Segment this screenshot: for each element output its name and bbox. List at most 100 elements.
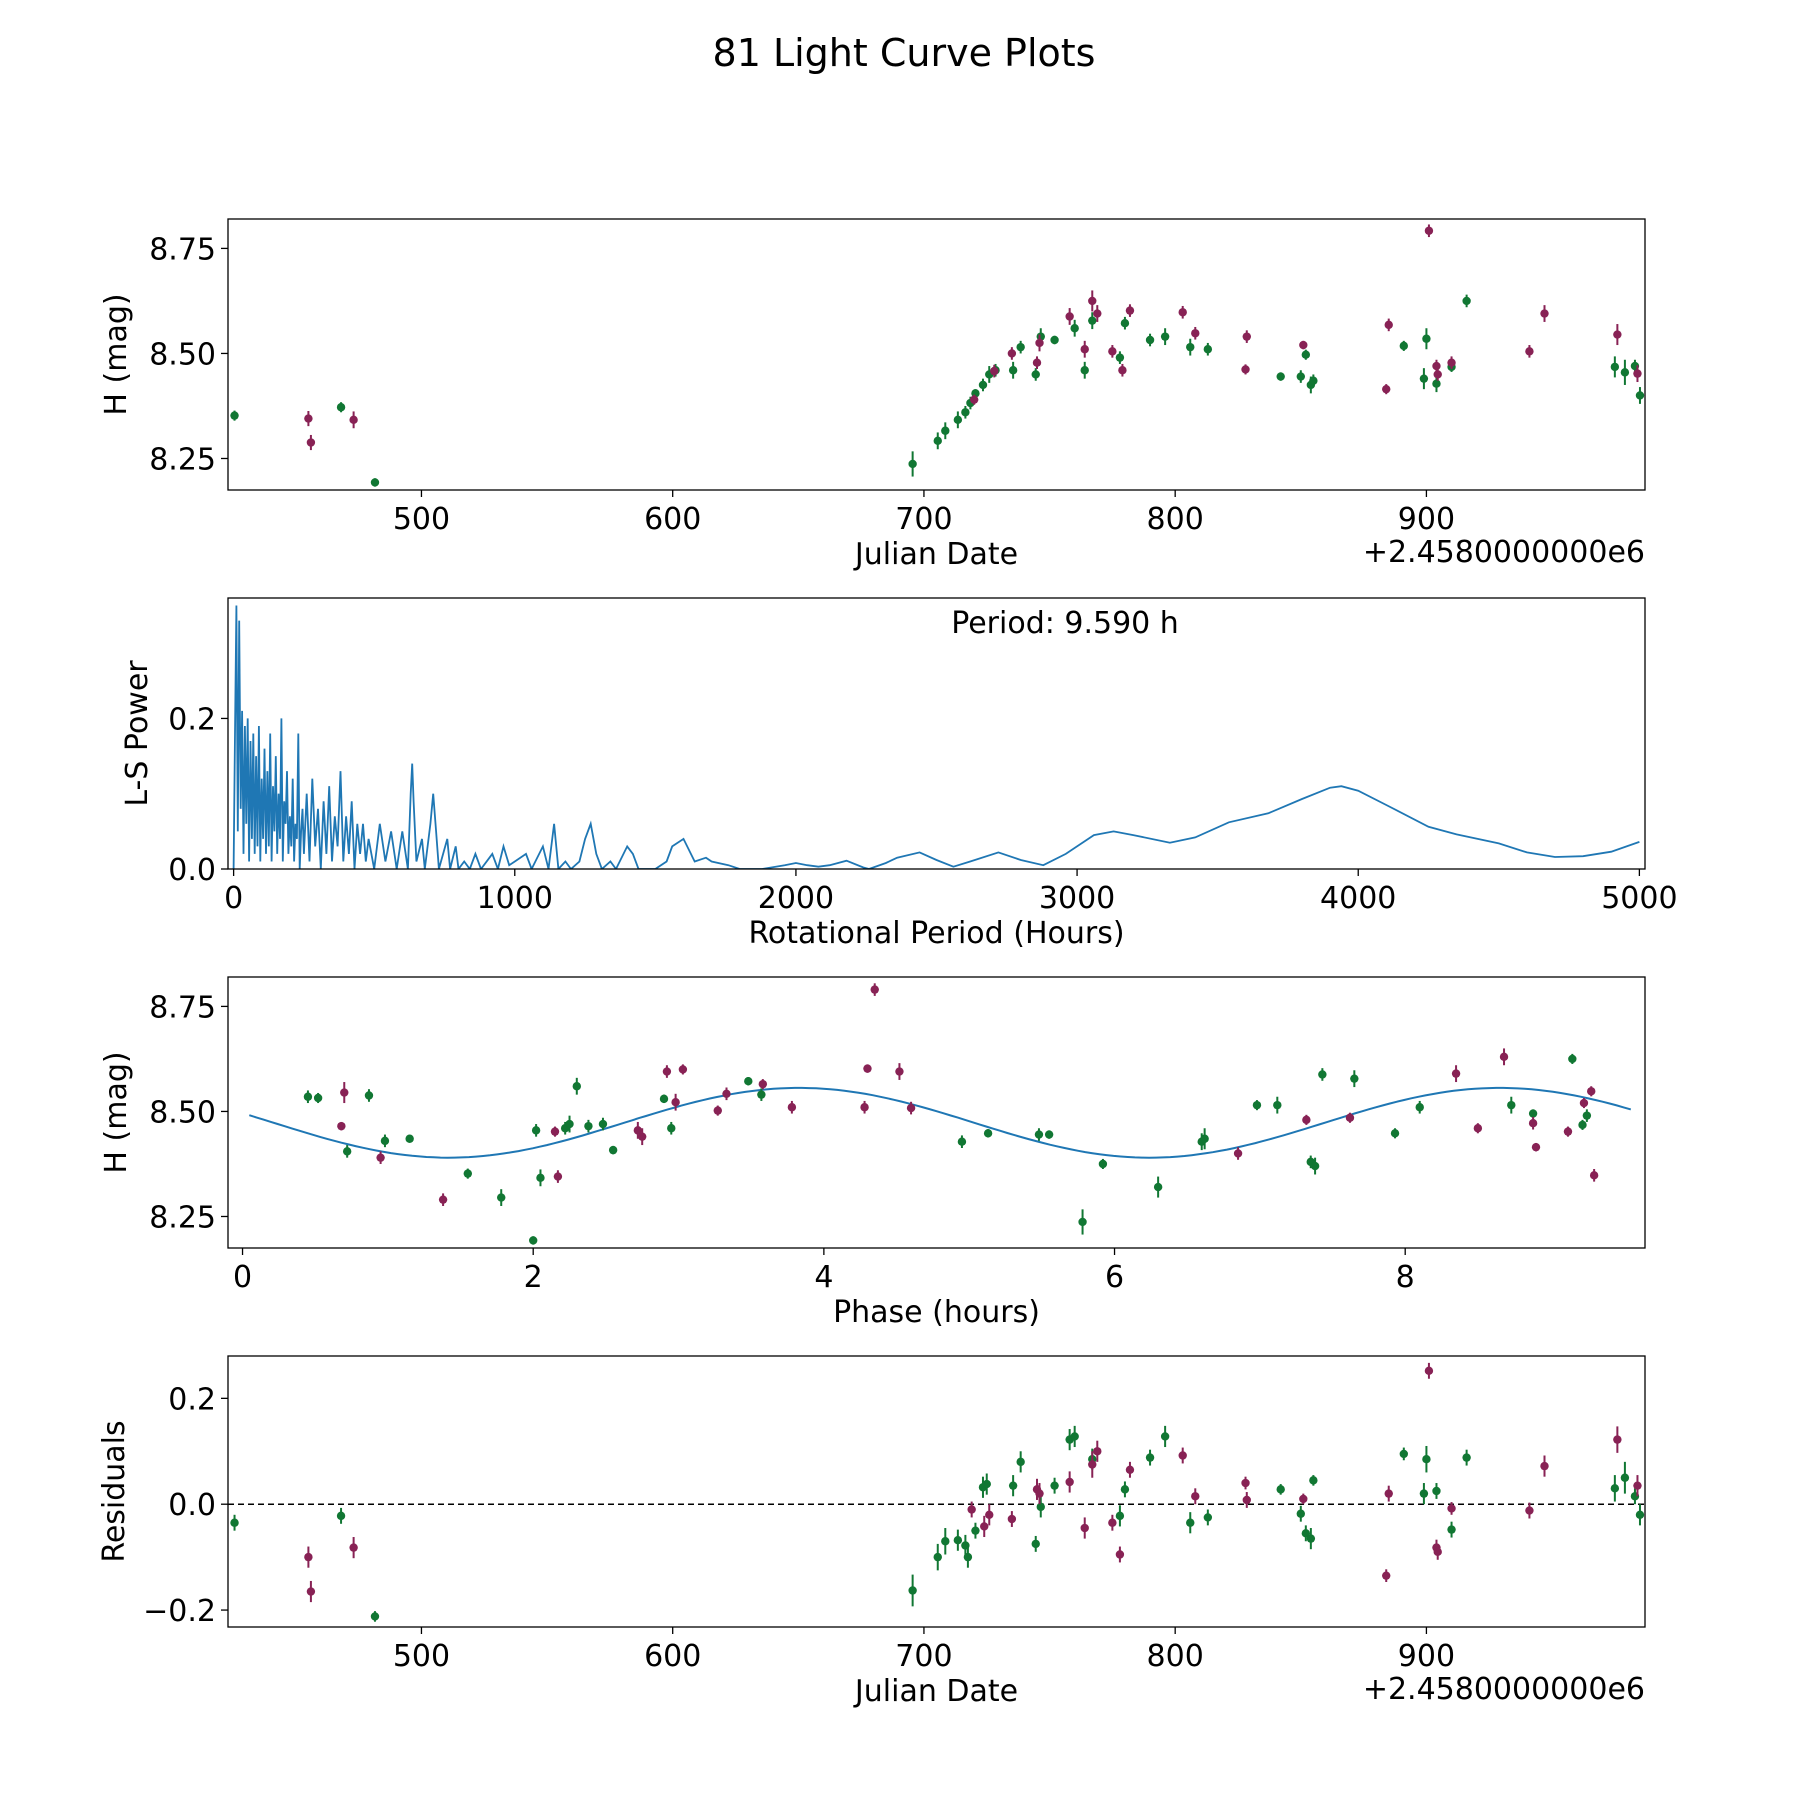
data-point-purple xyxy=(1007,347,1017,360)
data-point-green xyxy=(1419,368,1429,390)
data-point-green xyxy=(1309,1475,1318,1486)
data-point-purple xyxy=(1563,1126,1573,1137)
data-point-green xyxy=(313,1092,323,1104)
data-point-green xyxy=(1507,1096,1516,1114)
data-marker xyxy=(584,1121,593,1131)
periodogram-plot-area xyxy=(232,605,1640,869)
data-marker xyxy=(1415,1103,1424,1112)
data-point-purple xyxy=(1345,1112,1355,1123)
data-point-green xyxy=(1031,1535,1040,1552)
data-marker xyxy=(787,1103,797,1112)
data-marker xyxy=(598,1119,608,1129)
data-marker xyxy=(565,1119,574,1129)
data-marker xyxy=(1120,1485,1130,1494)
lightcurve-plot-area xyxy=(230,224,1645,487)
data-point-green xyxy=(1462,294,1471,308)
data-marker xyxy=(1178,308,1187,317)
data-point-purple xyxy=(1579,1098,1589,1109)
data-point-purple xyxy=(1032,356,1042,369)
data-marker xyxy=(405,1134,414,1143)
data-marker xyxy=(957,1137,967,1146)
data-marker xyxy=(1153,1182,1163,1192)
data-point-green xyxy=(1036,1496,1045,1518)
data-marker xyxy=(1419,1489,1429,1498)
data-marker xyxy=(1302,1115,1311,1125)
x-axis-label: Julian Date xyxy=(853,537,1018,572)
data-point-green xyxy=(1203,342,1213,356)
data-point-green xyxy=(1200,1128,1209,1150)
data-marker xyxy=(608,1145,618,1155)
data-marker xyxy=(1318,1070,1327,1079)
data-point-purple xyxy=(1242,330,1251,343)
x-tick-label: 6 xyxy=(1105,1260,1124,1295)
data-point-purple xyxy=(1525,345,1534,358)
data-marker xyxy=(306,1587,316,1596)
y-tick-label: 8.75 xyxy=(149,232,216,267)
data-marker xyxy=(1080,1523,1089,1533)
data-point-green xyxy=(1115,351,1125,364)
data-marker xyxy=(1528,1119,1538,1128)
data-marker xyxy=(550,1127,560,1136)
x-axis-label: Rotational Period (Hours) xyxy=(748,916,1124,951)
data-marker xyxy=(1432,1486,1441,1496)
data-point-purple xyxy=(1088,290,1097,312)
x-tick-label: 1000 xyxy=(477,881,553,916)
residuals-axes-frame xyxy=(227,1355,1646,1628)
data-marker xyxy=(1093,309,1102,318)
data-point-green xyxy=(370,1611,380,1622)
data-marker xyxy=(380,1136,390,1146)
data-marker xyxy=(744,1076,753,1086)
data-marker xyxy=(1031,370,1040,379)
data-point-green xyxy=(1620,359,1630,385)
data-marker xyxy=(1276,372,1285,381)
data-marker xyxy=(978,380,988,390)
data-marker xyxy=(1309,1476,1318,1485)
data-point-green xyxy=(933,432,942,450)
data-marker xyxy=(908,459,917,469)
data-point-green xyxy=(1070,1425,1079,1448)
data-marker xyxy=(1203,345,1213,354)
data-point-green xyxy=(1447,1521,1456,1538)
data-point-purple xyxy=(1093,305,1102,322)
x-tick-label: 4000 xyxy=(1320,881,1396,916)
data-point-green xyxy=(1419,1483,1429,1505)
data-marker xyxy=(1635,391,1645,400)
data-point-purple xyxy=(1299,1493,1308,1505)
data-marker xyxy=(1241,1478,1250,1488)
data-point-green xyxy=(1432,1483,1441,1499)
data-marker xyxy=(1070,324,1079,333)
data-point-purple xyxy=(1233,1147,1243,1160)
data-point-purple xyxy=(349,1537,358,1559)
data-point-green xyxy=(953,1529,963,1551)
data-point-green xyxy=(370,478,380,487)
data-marker xyxy=(971,1526,980,1535)
data-point-purple xyxy=(1118,363,1127,377)
data-point-green xyxy=(971,1522,980,1539)
data-point-green xyxy=(963,1546,973,1568)
data-point-purple xyxy=(1080,1517,1089,1539)
data-point-green xyxy=(1568,1053,1577,1064)
x-tick-label: 800 xyxy=(1147,502,1204,537)
data-point-green xyxy=(1635,387,1645,404)
data-marker xyxy=(1276,1485,1285,1494)
data-point-green xyxy=(1350,1070,1359,1088)
data-marker xyxy=(337,1121,346,1131)
data-point-green xyxy=(1301,1525,1311,1542)
data-marker xyxy=(529,1236,538,1245)
data-point-purple xyxy=(1065,308,1074,325)
data-marker xyxy=(1433,370,1442,379)
data-marker xyxy=(553,1172,563,1181)
x-tick-label: 8 xyxy=(1396,1260,1415,1295)
data-marker xyxy=(1034,1130,1044,1139)
data-point-purple xyxy=(1447,356,1456,369)
data-marker xyxy=(1145,1453,1155,1462)
data-marker xyxy=(1384,320,1393,330)
data-marker xyxy=(1635,1510,1645,1519)
data-point-green xyxy=(961,405,970,419)
data-marker xyxy=(303,1092,313,1101)
data-marker xyxy=(1610,362,1620,372)
data-point-green xyxy=(1610,356,1620,378)
data-marker xyxy=(313,1093,323,1103)
data-marker xyxy=(1035,338,1044,348)
data-marker xyxy=(1125,1465,1135,1474)
